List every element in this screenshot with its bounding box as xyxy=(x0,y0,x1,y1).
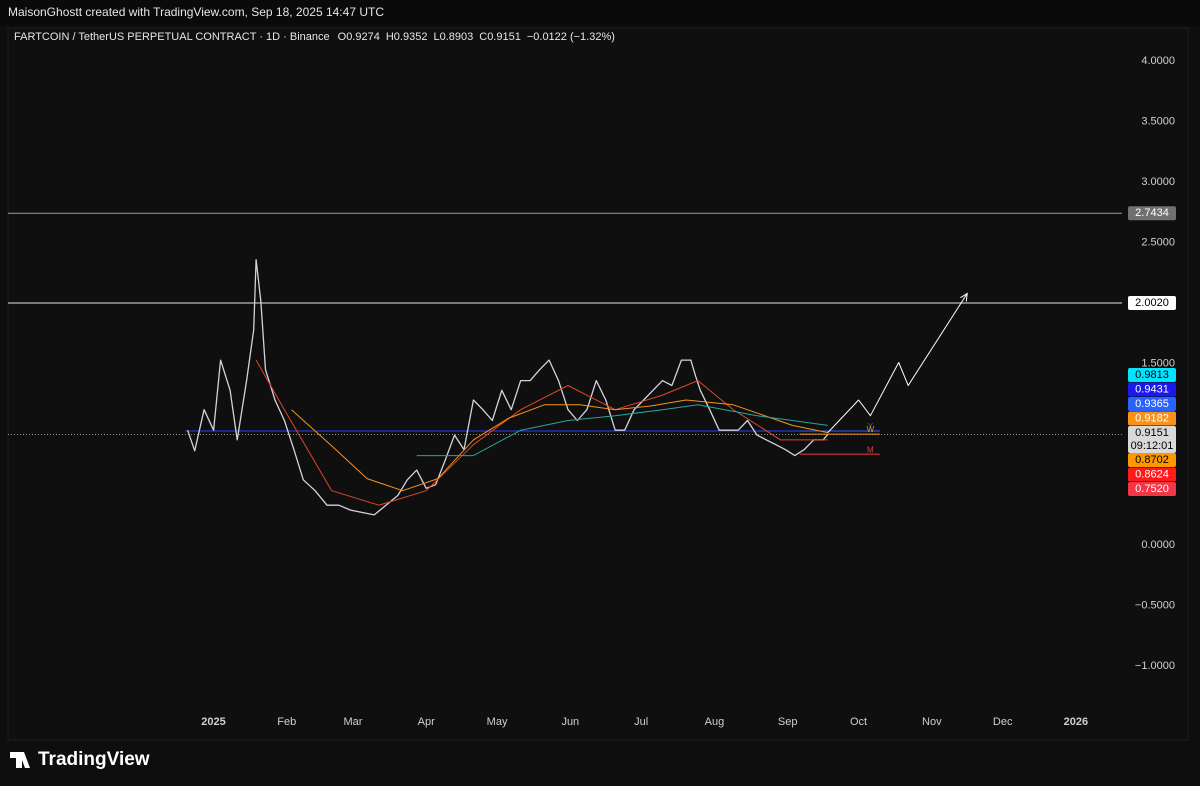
x-tick-label: Jun xyxy=(561,716,579,728)
x-tick-label: Dec xyxy=(993,716,1013,728)
price-label: 0.8624 xyxy=(1135,468,1169,480)
ohlc-value: 0.9274 xyxy=(346,31,380,43)
y-tick-label: −0.5000 xyxy=(1135,600,1175,612)
moving-average xyxy=(416,404,828,457)
logo: TradingView xyxy=(38,749,150,770)
ohlc-value: 0.8903 xyxy=(440,31,474,43)
ohlc-value: 0.9151 xyxy=(487,31,521,43)
change: −0.0122 (−1.32%) xyxy=(527,31,615,43)
price-label-box xyxy=(1128,467,1176,482)
ohlc-label: O xyxy=(338,31,347,43)
projection-line xyxy=(827,293,968,433)
x-tick-label: Mar xyxy=(343,716,362,728)
price-label-box xyxy=(1128,453,1176,467)
x-tick-label: Sep xyxy=(778,716,798,728)
price-line xyxy=(186,259,829,516)
x-tick-label: Aug xyxy=(705,716,725,728)
price-label: 0.9365 xyxy=(1135,398,1169,410)
level-label-box xyxy=(1128,206,1176,221)
price-label: 0.9813 xyxy=(1135,369,1169,381)
logo-icon xyxy=(10,752,30,768)
tag-label: M xyxy=(867,445,874,454)
tag-label: Y xyxy=(868,422,874,431)
price-label: 0.9151 xyxy=(1135,427,1169,439)
top-bar xyxy=(0,0,1200,26)
x-tick-label: Jul xyxy=(634,716,648,728)
y-tick-label: 4.0000 xyxy=(1141,55,1175,67)
countdown: 09:12:01 xyxy=(1131,440,1174,452)
moving-average xyxy=(291,399,828,492)
y-tick-label: 1.5000 xyxy=(1141,358,1175,370)
level-label-box xyxy=(1128,295,1176,310)
y-tick-label: −1.0000 xyxy=(1135,660,1175,672)
price-label-box xyxy=(1128,368,1176,382)
chart-title: FARTCOIN / TetherUS PERPETUAL CONTRACT ·… xyxy=(14,31,330,43)
level-label: 2.7434 xyxy=(1135,207,1169,219)
ohlc-label: H xyxy=(386,31,394,43)
price-label-box xyxy=(1128,411,1176,426)
x-tick-label: Apr xyxy=(418,716,435,728)
ohlc-label: C xyxy=(479,31,487,43)
price-label-box xyxy=(1128,426,1176,453)
ohlc-label: L xyxy=(433,31,439,43)
level-label: 2.0020 xyxy=(1135,297,1169,309)
credit: MaisonGhostt created with TradingView.co… xyxy=(8,5,384,19)
price-label: 0.8702 xyxy=(1135,454,1169,466)
price-label-box xyxy=(1128,397,1176,411)
y-tick-label: 3.5000 xyxy=(1141,116,1175,128)
price-label: 0.9431 xyxy=(1135,383,1169,395)
ohlc-value: 0.9352 xyxy=(394,31,428,43)
tag-label: W xyxy=(867,425,875,434)
x-tick-label: 2025 xyxy=(201,716,225,728)
price-label: 0.7520 xyxy=(1135,483,1169,495)
moving-average xyxy=(255,359,828,506)
x-tick-label: Oct xyxy=(850,716,867,728)
x-tick-label: May xyxy=(487,716,508,728)
y-tick-label: 3.0000 xyxy=(1141,176,1175,188)
price-label: 0.9182 xyxy=(1135,412,1169,424)
x-tick-label: 2026 xyxy=(1064,716,1088,728)
price-label-box xyxy=(1128,482,1176,496)
y-tick-label: 2.5000 xyxy=(1141,237,1175,249)
x-tick-label: Feb xyxy=(277,716,296,728)
price-label-box xyxy=(1128,382,1176,397)
x-tick-label: Nov xyxy=(922,716,942,728)
arrow-head xyxy=(960,292,968,302)
y-tick-label: 0.0000 xyxy=(1141,539,1175,551)
